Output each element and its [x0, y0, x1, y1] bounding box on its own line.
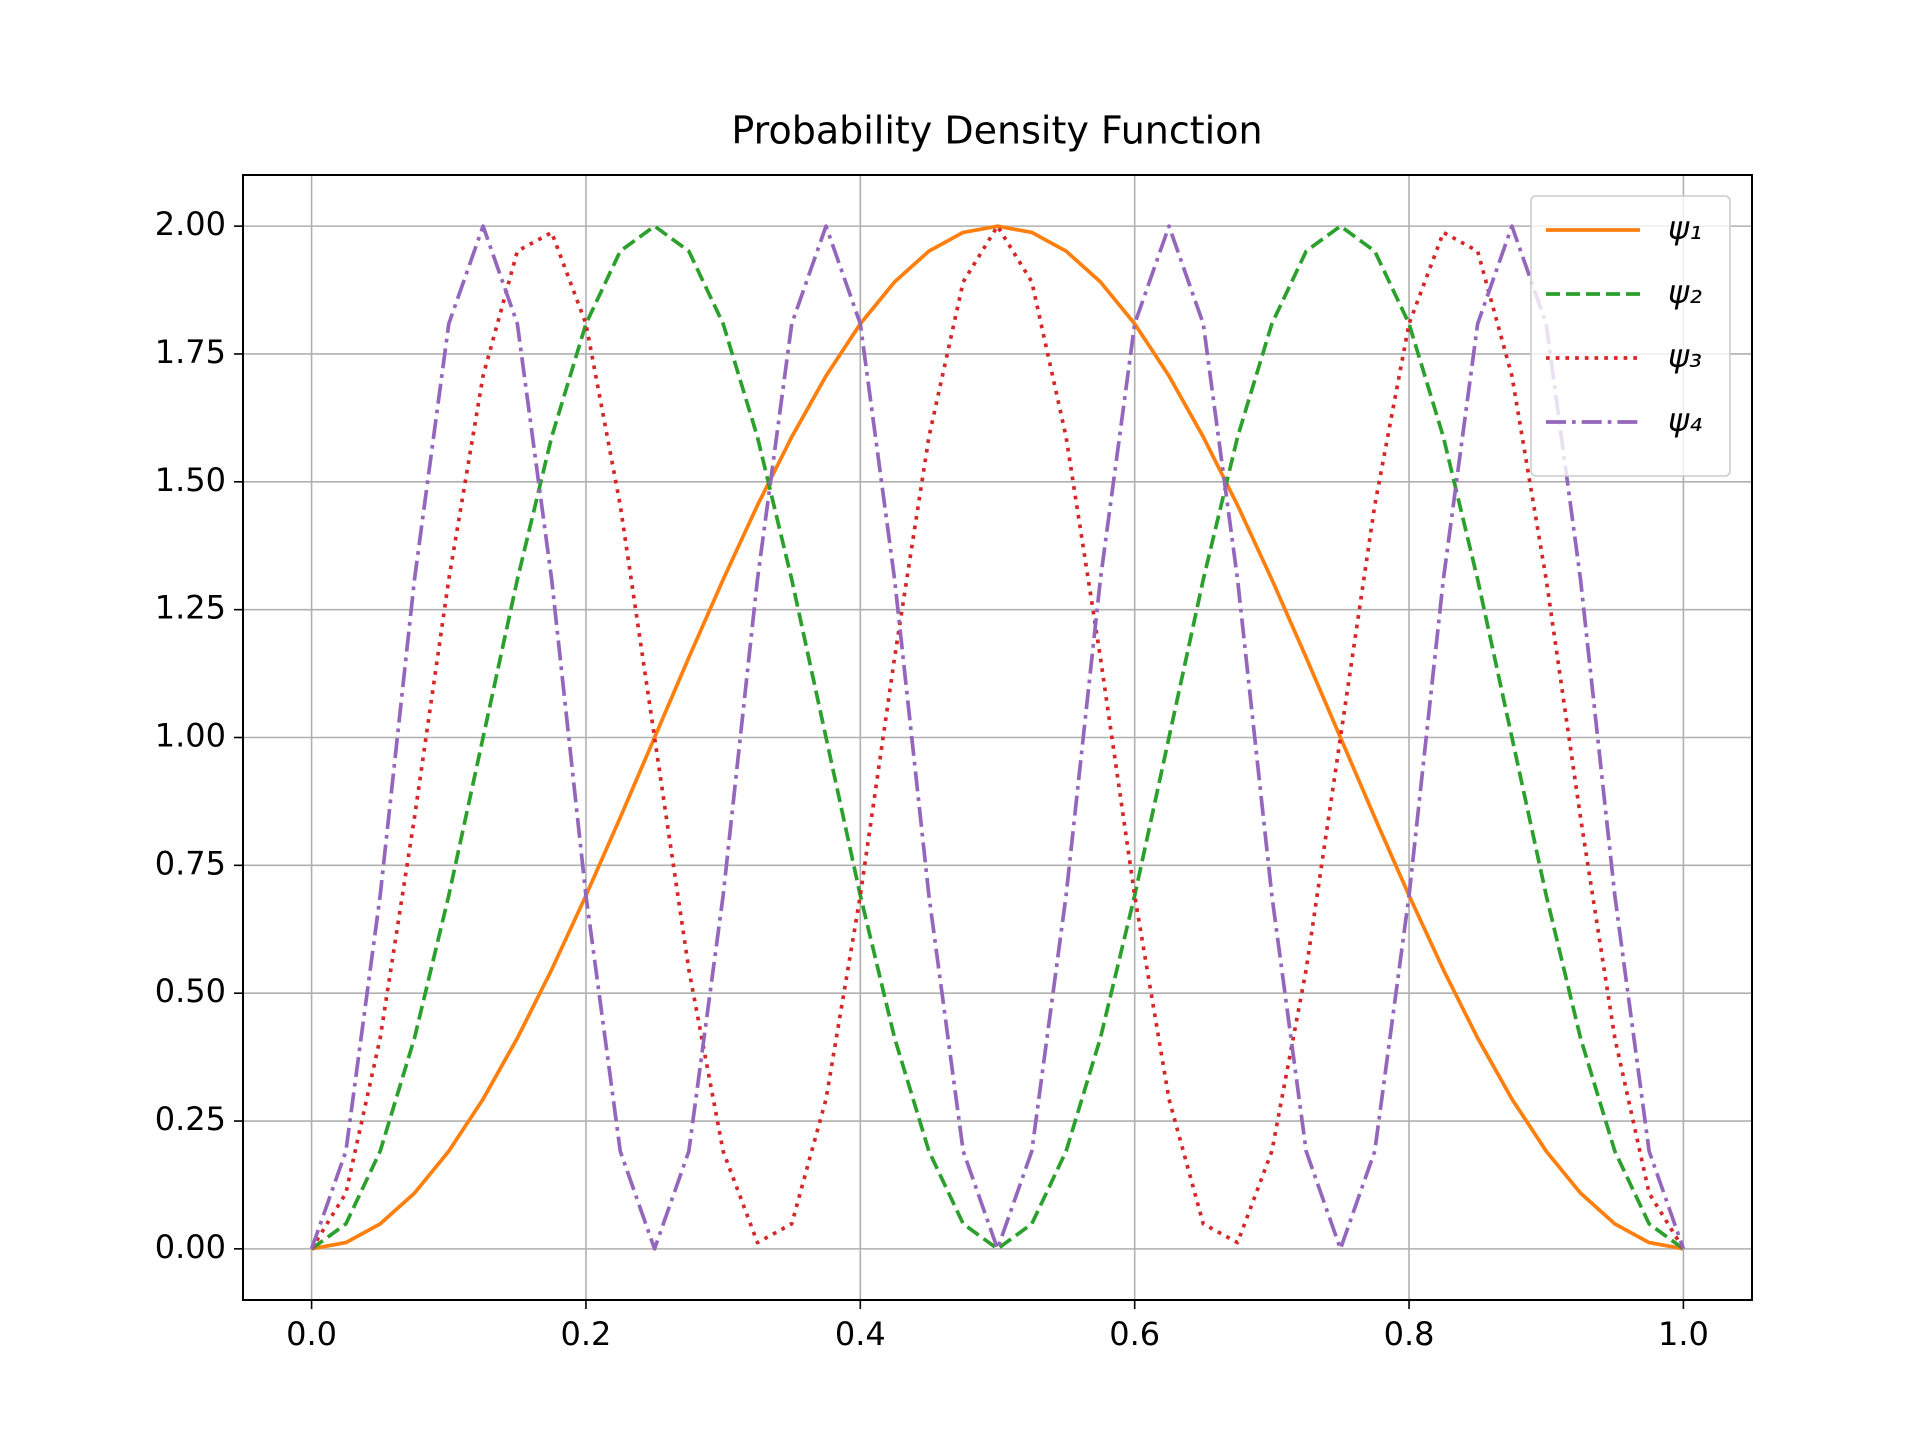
y-tick-label: 0.25: [155, 1100, 226, 1138]
legend-label: ψ₄: [1668, 401, 1702, 439]
series-line: [311, 224, 1684, 1251]
x-tick-label: 1.0: [1658, 1315, 1709, 1353]
legend-box: [1530, 195, 1731, 477]
series-line: [310, 224, 1685, 1250]
y-tick-label: 0.75: [155, 844, 226, 882]
y-tick-label: 2.00: [155, 205, 226, 243]
legend-label: ψ₂: [1668, 273, 1702, 311]
chart-title: Probability Density Function: [731, 109, 1262, 153]
x-tick-label: 0.2: [561, 1315, 612, 1353]
y-tick-label: 0.00: [155, 1228, 226, 1266]
y-tick-label: 1.00: [155, 717, 226, 755]
x-tick-label: 0.8: [1384, 1315, 1435, 1353]
series-line: [310, 224, 1685, 1251]
y-tick-label: 0.50: [155, 972, 226, 1010]
x-tick-label: 0.0: [286, 1315, 337, 1353]
legend: ψ₁ ψ₂ ψ₃ ψ₄: [1530, 195, 1731, 477]
plot-frame: [242, 174, 1753, 1301]
legend-label: ψ₃: [1668, 337, 1702, 375]
x-tick-label: 0.4: [835, 1315, 886, 1353]
legend-label: ψ₁: [1668, 209, 1702, 247]
y-tick-label: 1.75: [155, 333, 226, 371]
y-tick-label: 1.25: [155, 589, 226, 627]
x-tick-label: 0.6: [1109, 1315, 1160, 1353]
y-tick-label: 1.50: [155, 461, 226, 499]
series-line: [309, 224, 1686, 1251]
